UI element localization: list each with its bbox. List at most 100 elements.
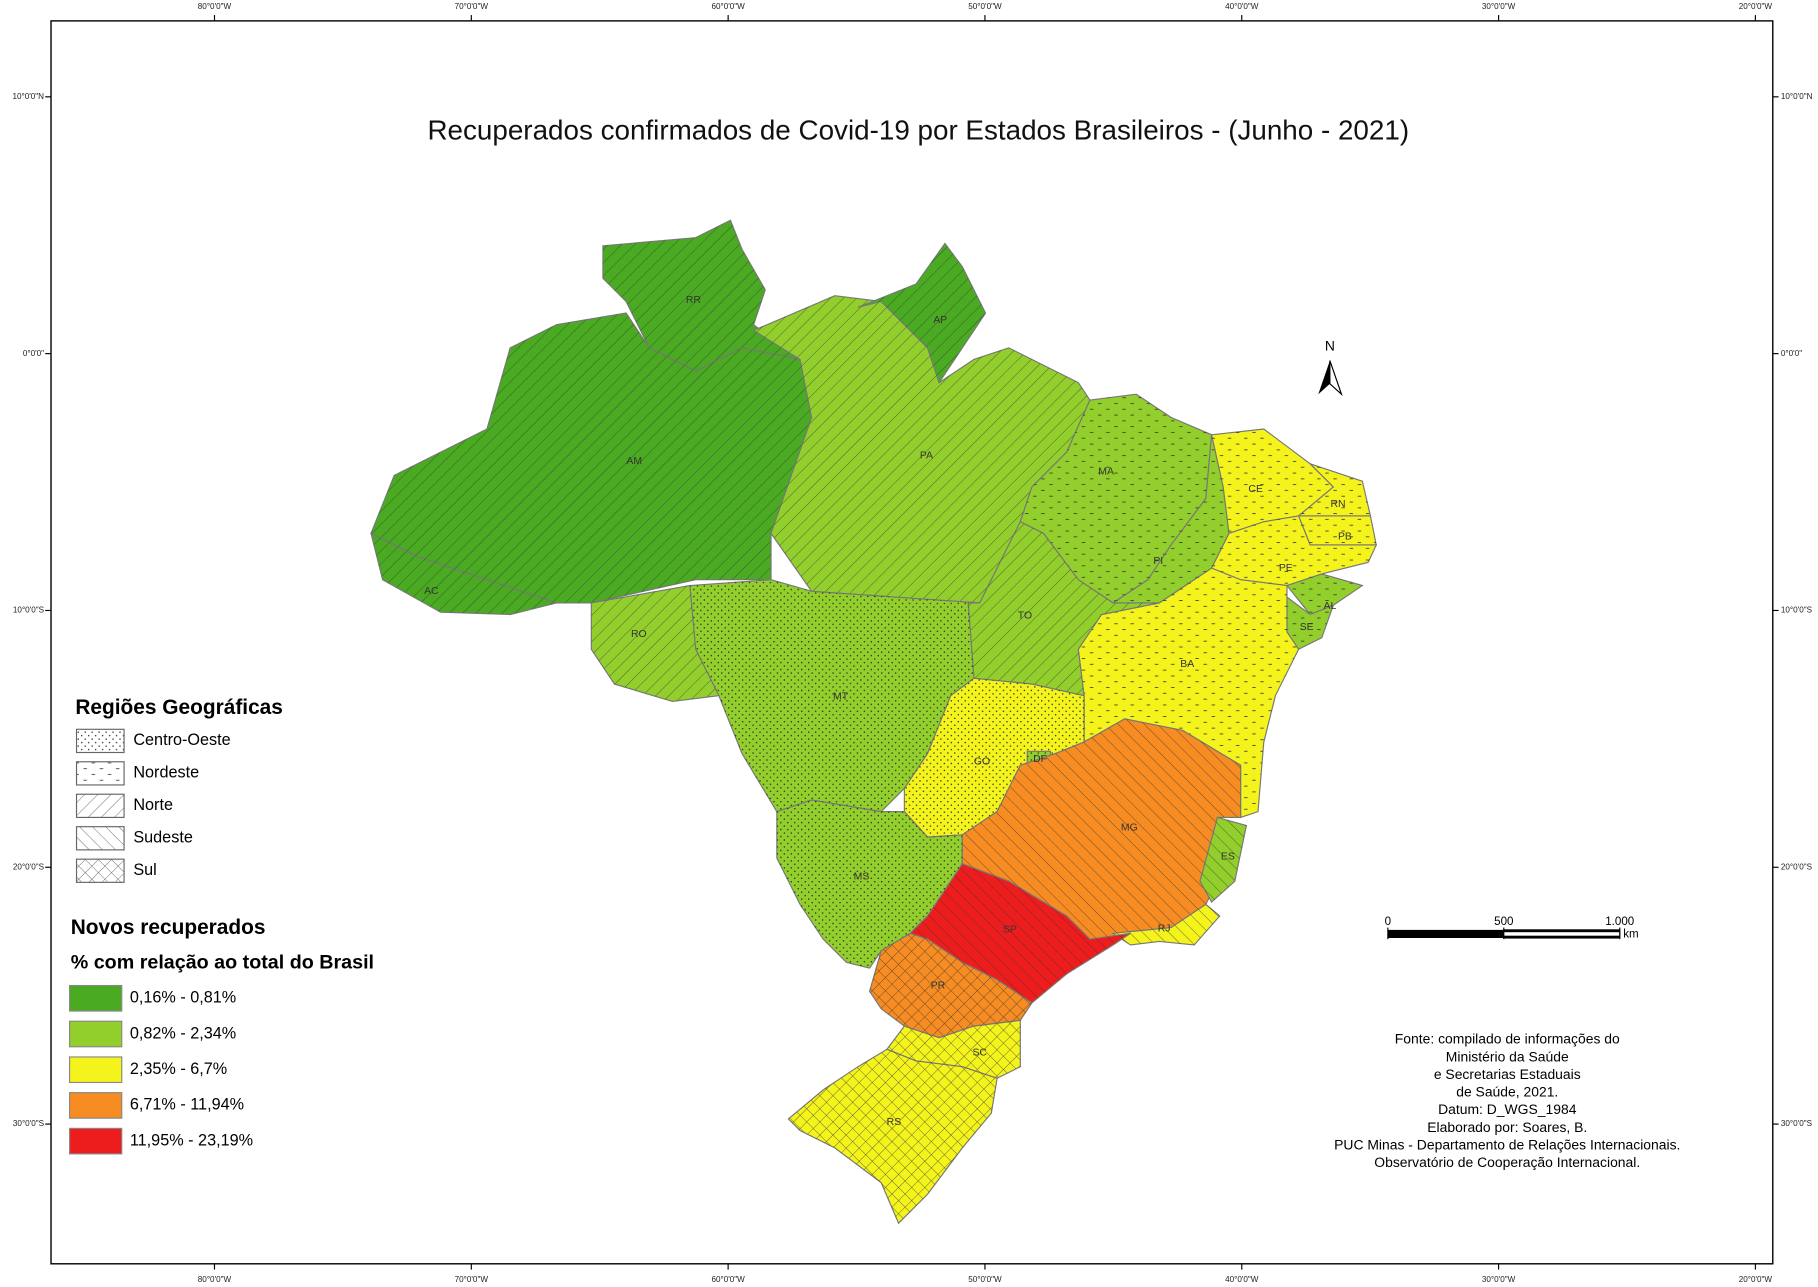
- latitude-label: 20°0'0"S: [1781, 862, 1813, 871]
- state-label: RN: [1330, 499, 1345, 510]
- class-label: 6,71% - 11,94%: [130, 1096, 244, 1114]
- state-label: AP: [933, 315, 947, 326]
- state-hatch: [857, 243, 986, 383]
- state-label: CE: [1248, 484, 1263, 495]
- scale-unit: km: [1623, 929, 1638, 941]
- longitude-label: 30°0'0"W: [1482, 1275, 1516, 1284]
- class-label: 0,16% - 0,81%: [130, 989, 236, 1007]
- scale-label: 500: [1494, 916, 1513, 928]
- class-swatch: [68, 1020, 123, 1048]
- longitude-label: 40°0'0"W: [1225, 2, 1259, 11]
- state-label: PR: [931, 980, 946, 991]
- longitude-label: 30°0'0"W: [1482, 2, 1516, 11]
- state-hatch: [1298, 463, 1371, 516]
- region-label: Sul: [133, 861, 156, 879]
- state-hatch: [1298, 515, 1377, 545]
- class-swatch: [68, 1127, 123, 1155]
- state-hatch: [776, 800, 963, 969]
- state-label: PB: [1338, 532, 1352, 543]
- state-label: RO: [631, 629, 647, 640]
- source-line: Ministério da Saúde: [1446, 1048, 1569, 1064]
- states: RR AM AC PA AP MA PI CE RN PB PE AL SE BA TO MT RO GO DF MS…: [370, 219, 1378, 1225]
- class-label: 2,35% - 6,7%: [130, 1060, 227, 1078]
- state-label: DF: [1033, 754, 1047, 765]
- state-hatch: [869, 933, 1032, 1038]
- state-hatch: [689, 579, 980, 812]
- region-label: Sudeste: [133, 829, 193, 847]
- longitude-label: 80°0'0"W: [198, 1275, 232, 1284]
- scale-label: 0: [1385, 916, 1391, 928]
- state-hatch: [1020, 394, 1212, 603]
- map-title: Recuperados confirmados de Covid-19 por …: [427, 115, 1409, 146]
- longitude-label: 20°0'0"W: [1739, 1275, 1773, 1284]
- latitude-label: 10°0'0"S: [1781, 606, 1813, 615]
- state-hatch: [788, 1049, 998, 1224]
- state-label: SC: [972, 1048, 987, 1059]
- state-hatch: [371, 313, 812, 603]
- state-label: PE: [1279, 563, 1293, 574]
- state-hatch: [1113, 904, 1220, 945]
- north-arrow-left: [1318, 360, 1330, 395]
- class-label: 0,82% - 2,34%: [130, 1024, 236, 1042]
- source-line: Observatório de Cooperação Internacional…: [1374, 1154, 1640, 1170]
- source-line: e Secretarias Estaduais: [1434, 1066, 1581, 1082]
- state-label: ES: [1221, 852, 1235, 863]
- state-hatch: [1200, 817, 1247, 903]
- region-swatch: [75, 761, 125, 786]
- state-label: GO: [974, 757, 990, 768]
- scale-label: 1.000: [1605, 916, 1634, 928]
- regions-legend-title: Regiões Geográficas: [75, 696, 283, 719]
- longitude-label: 40°0'0"W: [1225, 1275, 1259, 1284]
- region-swatch: [75, 793, 125, 818]
- region-swatch: [75, 858, 125, 883]
- latitude-label: 10°0'0"N: [12, 92, 44, 101]
- longitude-label: 60°0'0"W: [711, 2, 745, 11]
- source-line: Datum: D_WGS_1984: [1438, 1101, 1577, 1117]
- state-hatch: [602, 220, 801, 372]
- state-label: MA: [1098, 467, 1114, 478]
- state-label: TO: [1018, 610, 1032, 621]
- state-label: PI: [1153, 556, 1163, 567]
- longitude-label: 70°0'0"W: [455, 1275, 489, 1284]
- state-hatch: [753, 295, 1090, 603]
- state-label: BA: [1180, 659, 1194, 670]
- north-label: N: [1325, 337, 1335, 353]
- state-label: SE: [1300, 622, 1314, 633]
- region-label: Nordeste: [133, 764, 199, 782]
- latitude-label: 0°0'0": [23, 349, 44, 358]
- state-label: PA: [920, 450, 933, 461]
- state-label: AL: [1324, 601, 1337, 612]
- state-hatch: [1113, 434, 1230, 603]
- state-hatch: [886, 1020, 1021, 1079]
- source-line: Fonte: compilado de informações do: [1395, 1031, 1620, 1047]
- class-swatch: [68, 1056, 123, 1084]
- longitude-label: 20°0'0"W: [1739, 2, 1773, 11]
- longitude-label: 50°0'0"W: [968, 1275, 1002, 1284]
- state-hatch: [1211, 429, 1334, 534]
- latitude-label: 10°0'0"N: [1781, 92, 1813, 101]
- scale-bar: [1387, 929, 1504, 938]
- region-label: Norte: [133, 796, 173, 814]
- classes-legend-title: Novos recuperados: [71, 916, 266, 939]
- classes-legend-subtitle: % com relação ao total do Brasil: [71, 952, 374, 974]
- state-hatch: [1286, 597, 1334, 650]
- state-hatch: [968, 521, 1160, 696]
- region-swatch: [75, 728, 125, 754]
- state-label: RR: [686, 295, 702, 306]
- source-line: PUC Minas - Departamento de Relações Int…: [1334, 1136, 1680, 1152]
- state-label: AC: [424, 586, 439, 597]
- longitude-label: 80°0'0"W: [198, 2, 232, 11]
- longitude-label: 60°0'0"W: [711, 1275, 745, 1284]
- latitude-label: 10°0'0"S: [13, 606, 45, 615]
- source-line: Elaborado por: Soares, B.: [1427, 1119, 1587, 1135]
- state-label: MT: [833, 692, 849, 703]
- scale-bar: [1503, 932, 1620, 936]
- state-label: MS: [854, 871, 870, 882]
- state-hatch: [1211, 515, 1377, 586]
- class-swatch: [68, 1092, 123, 1119]
- latitude-label: 20°0'0"S: [13, 862, 45, 871]
- longitude-label: 50°0'0"W: [968, 2, 1002, 11]
- state-hatch: [371, 533, 557, 615]
